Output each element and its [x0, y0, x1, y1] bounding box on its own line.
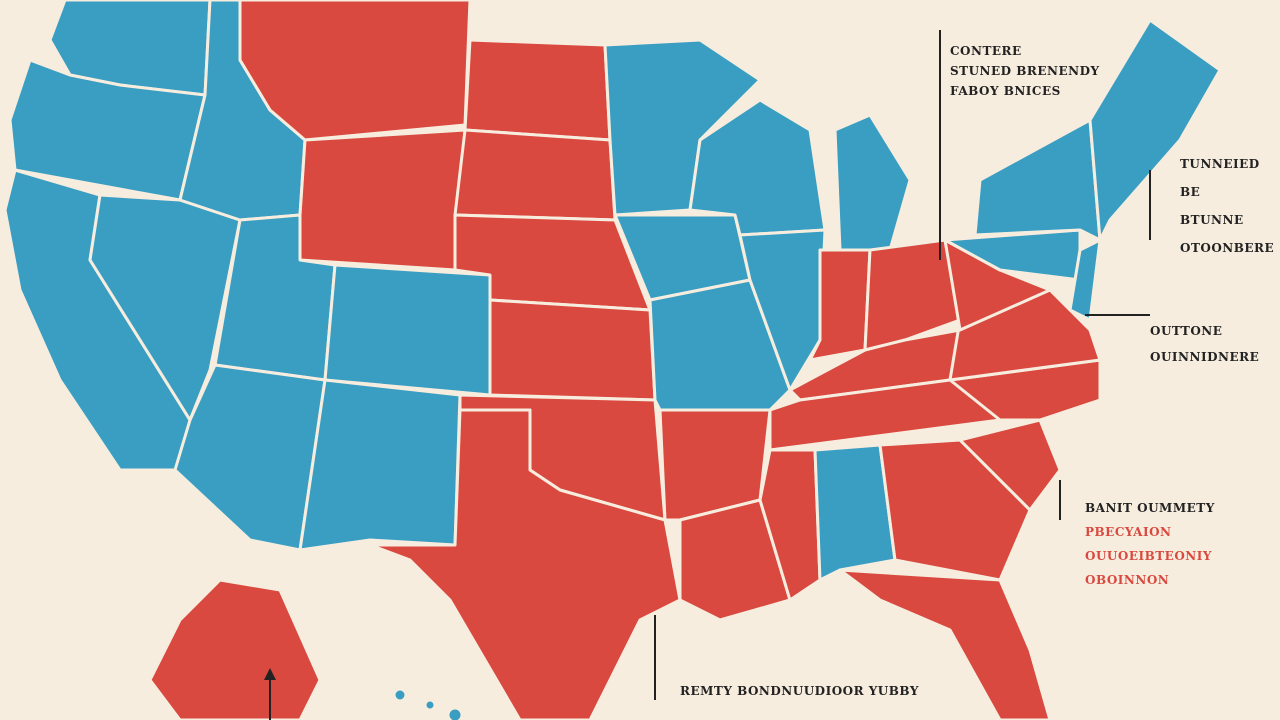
state [878, 438, 1032, 582]
annotation-text: PBECYAION [1085, 525, 1172, 539]
state [863, 238, 962, 352]
annotation-text: OUUOEIBTEONIY [1085, 549, 1212, 563]
annotations: CONTERE STUNED BRENENDY FABOY BNICES TUNNEI… [680, 44, 1274, 698]
annotation-text: STUNED BRENENDY [950, 64, 1100, 78]
state [973, 118, 1102, 242]
annotation-text: OUTTONE [1150, 324, 1222, 338]
annotation-text: REMTY BONDNUUDIOOR YUBBY [680, 684, 919, 698]
leader-lines [264, 30, 1151, 720]
state [298, 378, 462, 552]
state [1068, 238, 1102, 322]
arrow-head [264, 668, 276, 680]
state [678, 498, 792, 622]
island [392, 687, 408, 703]
annotation-text: FABOY BNICES [950, 84, 1061, 98]
island [446, 706, 464, 720]
annotation-text: OTOONBERE [1180, 241, 1274, 255]
annotation-text: BANIT OUMMETY [1085, 501, 1215, 515]
state [368, 408, 682, 720]
state [488, 298, 657, 402]
state [833, 113, 912, 252]
state [813, 443, 897, 582]
annotation-text: BE [1180, 185, 1200, 199]
states [3, 0, 1222, 720]
state [323, 263, 492, 397]
state [463, 38, 612, 142]
state [738, 228, 827, 392]
annotation-text: TUNNEIED [1180, 157, 1260, 171]
state [148, 578, 322, 720]
annotation-text: OUINNIDNERE [1150, 350, 1259, 364]
annotation-text: BTUNNE [1180, 213, 1244, 227]
annotation-text: CONTERE [950, 44, 1022, 58]
state [808, 248, 872, 362]
annotation-text: OBOINNON [1085, 573, 1169, 587]
state [958, 418, 1062, 512]
island [423, 698, 437, 712]
state [838, 568, 1052, 720]
state [453, 128, 617, 222]
state [298, 128, 467, 272]
